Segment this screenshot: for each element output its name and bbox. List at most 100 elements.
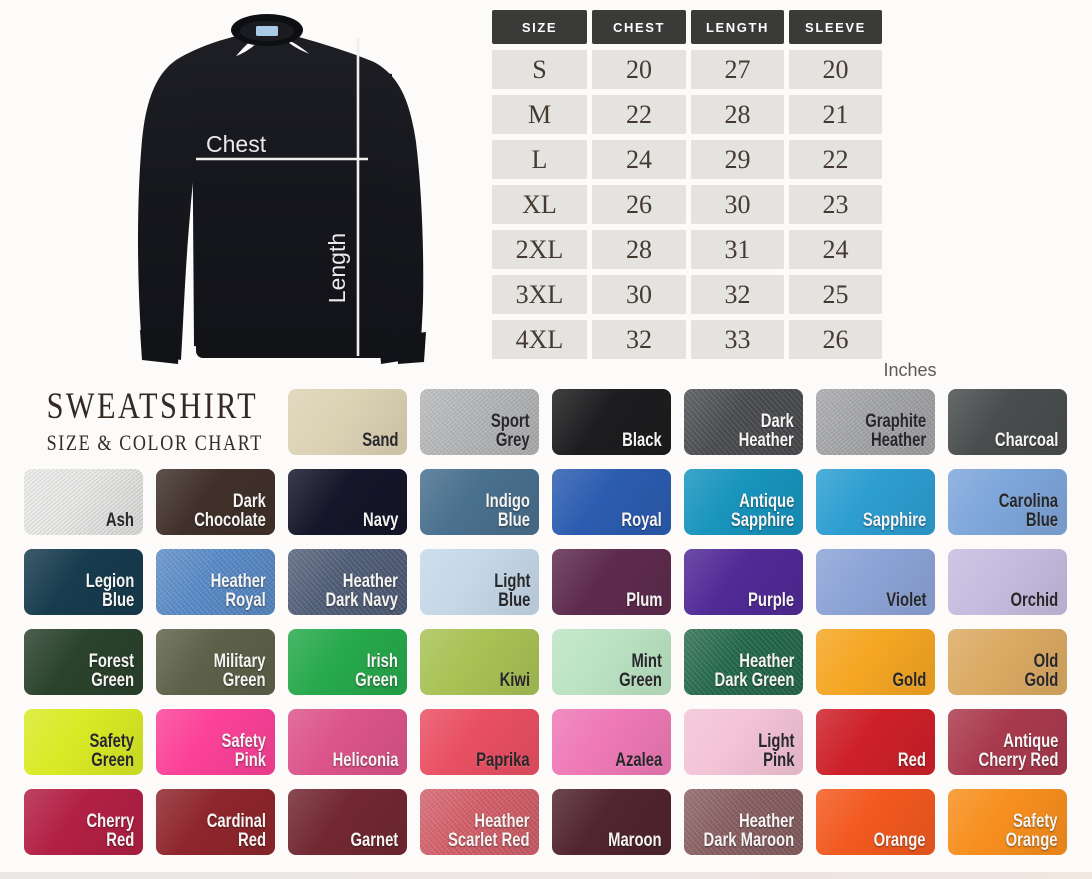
value-cell: 26 — [789, 320, 882, 359]
swatch-red: Red — [816, 709, 935, 775]
size-cell-s: S — [492, 50, 587, 89]
swatch-plum: Plum — [552, 549, 671, 615]
swatch-paprika: Paprika — [420, 709, 539, 775]
swatch-heather-dark-navy: Heather Dark Navy — [288, 549, 407, 615]
swatch-graphite-heather: Graphite Heather — [816, 389, 935, 455]
swatch-label: Dark Chocolate — [194, 491, 266, 531]
sweatshirt-right-cuff — [396, 332, 426, 364]
swatch-heather-dark-maroon: Heather Dark Maroon — [684, 789, 803, 855]
size-cell-xl: XL — [492, 185, 587, 224]
chart-title: SWEATSHIRT SIZE & COLOR CHART — [46, 386, 263, 456]
swatch-forest-green: Forest Green — [24, 629, 143, 695]
swatch-label: Antique Cherry Red — [978, 731, 1058, 771]
swatch-antique-cherry-red: Antique Cherry Red — [948, 709, 1067, 775]
swatch-old-gold: Old Gold — [948, 629, 1067, 695]
swatch-violet: Violet — [816, 549, 935, 615]
size-cell-l: L — [492, 140, 587, 179]
swatch-label: Orange — [874, 830, 926, 851]
value-cell: 30 — [592, 275, 686, 314]
swatch-navy: Navy — [288, 469, 407, 535]
swatch-antique-sapphire: Antique Sapphire — [684, 469, 803, 535]
size-cell-m: M — [492, 95, 587, 134]
swatch-label: Purple — [747, 590, 794, 611]
value-cell: 24 — [592, 140, 686, 179]
chart-title-line1: SWEATSHIRT — [46, 386, 259, 428]
swatch-label: Heather Scarlet Red — [448, 811, 530, 851]
size-table-header-size: SIZE — [492, 10, 587, 44]
swatch-safety-green: Safety Green — [24, 709, 143, 775]
swatch-indigo-blue: Indigo Blue — [420, 469, 539, 535]
swatch-mint-green: Mint Green — [552, 629, 671, 695]
swatch-safety-pink: Safety Pink — [156, 709, 275, 775]
size-table: SIZE CHEST LENGTH SLEEVE S 20 27 20 M 22 28 21 L 24 29… — [492, 10, 882, 359]
sweatshirt-left-sleeve — [138, 34, 252, 360]
swatch-heather-royal: Heather Royal — [156, 549, 275, 615]
swatch-label: Sand — [361, 430, 398, 451]
swatch-label: Irish Green — [355, 651, 398, 691]
swatch-label: Safety Orange — [1006, 811, 1058, 851]
swatch-label: Maroon — [608, 830, 662, 851]
sweatshirt-hem — [196, 337, 388, 358]
swatch-safety-orange: Safety Orange — [948, 789, 1067, 855]
value-cell: 29 — [691, 140, 784, 179]
swatch-black: Black — [552, 389, 671, 455]
value-cell: 23 — [789, 185, 882, 224]
chest-measure-label: Chest — [206, 131, 267, 157]
swatch-label: Orchid — [1010, 590, 1058, 611]
swatch-heather-scarlet-red: Heather Scarlet Red — [420, 789, 539, 855]
swatch-purple: Purple — [684, 549, 803, 615]
value-cell: 21 — [789, 95, 882, 134]
swatch-label: Gold — [892, 670, 926, 691]
swatch-label: Cardinal Red — [206, 811, 266, 851]
swatch-sand: Sand — [288, 389, 407, 455]
swatch-royal: Royal — [552, 469, 671, 535]
swatch-label: Safety Pink — [221, 731, 266, 771]
swatch-label: Military Green — [214, 651, 266, 691]
swatch-light-blue: Light Blue — [420, 549, 539, 615]
value-cell: 31 — [691, 230, 784, 269]
cropped-next-row-edge — [0, 872, 1092, 879]
swatch-label: Red — [897, 750, 926, 771]
value-cell: 20 — [789, 50, 882, 89]
swatch-label: Heliconia — [332, 750, 398, 771]
value-cell: 28 — [691, 95, 784, 134]
size-table-header-chest: CHEST — [592, 10, 686, 44]
swatch-dark-chocolate: Dark Chocolate — [156, 469, 275, 535]
swatch-sapphire: Sapphire — [816, 469, 935, 535]
color-swatch-grid: SWEATSHIRT SIZE & COLOR CHART Sand Sport G… — [24, 386, 1067, 855]
swatch-label: Carolina Blue — [998, 491, 1058, 531]
swatch-dark-heather: Dark Heather — [684, 389, 803, 455]
swatch-cardinal-red: Cardinal Red — [156, 789, 275, 855]
length-measure-label: Length — [324, 233, 350, 303]
size-table-header-length: LENGTH — [691, 10, 784, 44]
swatch-gold: Gold — [816, 629, 935, 695]
swatch-sport-grey: Sport Grey — [420, 389, 539, 455]
chart-title-line2: SIZE & COLOR CHART — [46, 429, 263, 455]
value-cell: 24 — [789, 230, 882, 269]
size-cell-4xl: 4XL — [492, 320, 587, 359]
value-cell: 32 — [691, 275, 784, 314]
swatch-label: Black — [622, 430, 662, 451]
swatch-label: Forest Green — [88, 651, 134, 691]
swatch-cherry-red: Cherry Red — [24, 789, 143, 855]
swatch-kiwi: Kiwi — [420, 629, 539, 695]
swatch-label: Mint Green — [619, 651, 662, 691]
swatch-label: Safety Green — [89, 731, 134, 771]
size-table-header-sleeve: SLEEVE — [789, 10, 882, 44]
swatch-label: Old Gold — [1024, 651, 1058, 691]
swatch-label: Sport Grey — [491, 411, 530, 451]
swatch-label: Antique Sapphire — [730, 491, 794, 531]
value-cell: 22 — [789, 140, 882, 179]
swatch-irish-green: Irish Green — [288, 629, 407, 695]
swatch-label: Violet — [885, 590, 926, 611]
swatch-orchid: Orchid — [948, 549, 1067, 615]
swatch-label: Navy — [362, 510, 398, 531]
sweatshirt-left-cuff — [140, 330, 180, 364]
swatch-label: Heather Royal — [210, 571, 266, 611]
swatch-ash: Ash — [24, 469, 143, 535]
swatch-label: Kiwi — [499, 670, 530, 691]
swatch-label: Heather Dark Green — [714, 651, 794, 691]
swatch-label: Legion Blue — [85, 571, 134, 611]
swatch-label: Heather Dark Navy — [325, 571, 398, 611]
